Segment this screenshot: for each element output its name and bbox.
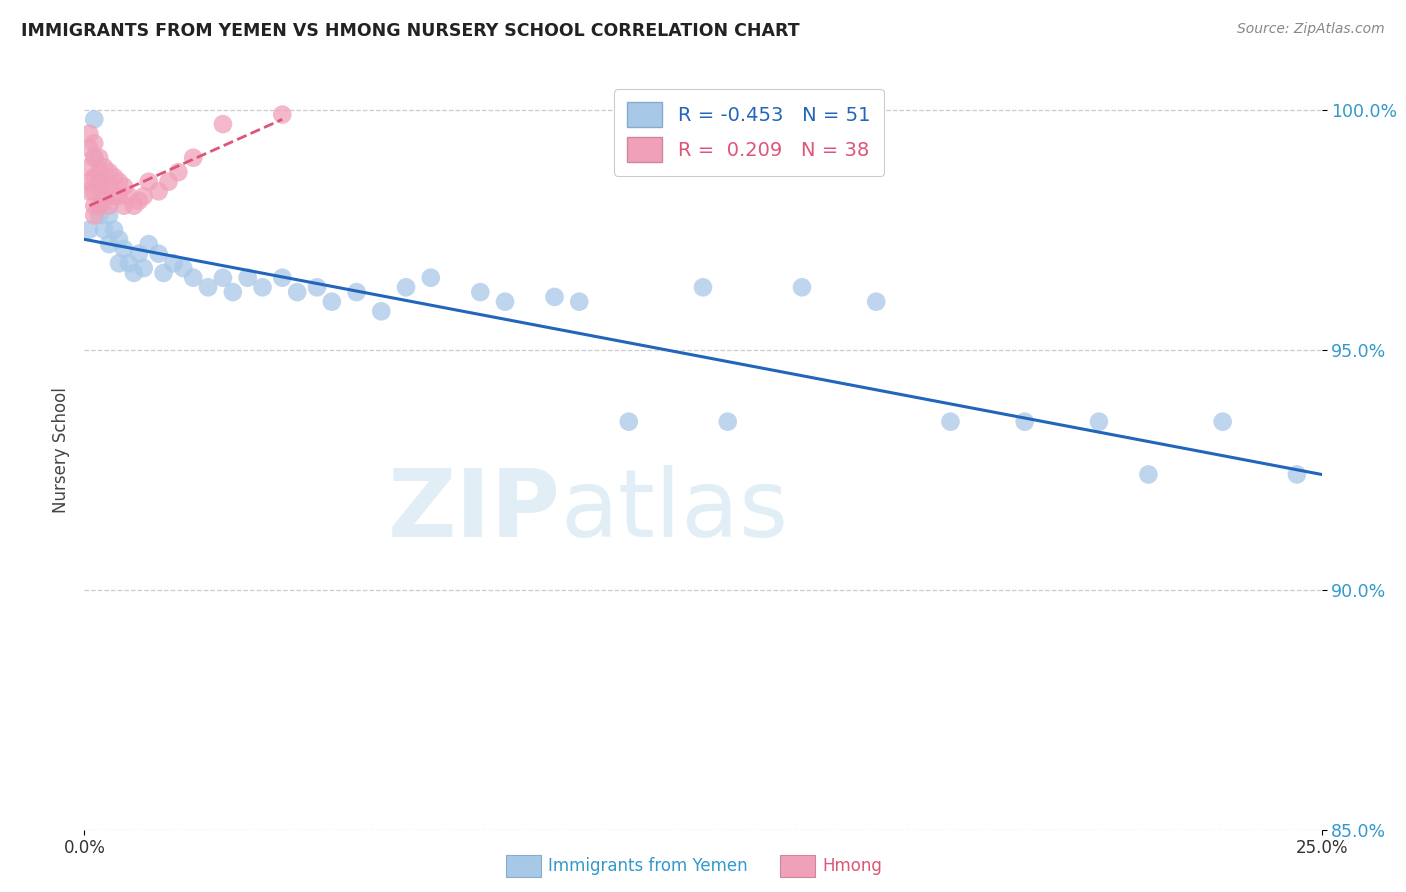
Point — [103, 189, 125, 203]
Point — [122, 266, 145, 280]
Point — [93, 223, 115, 237]
Point — [98, 179, 121, 194]
Point — [543, 290, 565, 304]
Point — [148, 184, 170, 198]
Point — [346, 285, 368, 299]
Point — [108, 175, 131, 189]
Point — [370, 304, 392, 318]
Point — [617, 415, 640, 429]
Point — [271, 107, 294, 121]
Point — [148, 246, 170, 260]
Text: IMMIGRANTS FROM YEMEN VS HMONG NURSERY SCHOOL CORRELATION CHART: IMMIGRANTS FROM YEMEN VS HMONG NURSERY S… — [21, 22, 800, 40]
Point — [79, 223, 101, 237]
Point — [494, 294, 516, 309]
Point — [236, 270, 259, 285]
Point — [138, 175, 160, 189]
Point — [83, 112, 105, 127]
Point — [108, 189, 131, 203]
Point — [157, 175, 180, 189]
Text: Source: ZipAtlas.com: Source: ZipAtlas.com — [1237, 22, 1385, 37]
Point — [1014, 415, 1036, 429]
Point — [128, 194, 150, 208]
Point — [1137, 467, 1160, 482]
Point — [112, 199, 135, 213]
Point — [103, 223, 125, 237]
Point — [83, 184, 105, 198]
Point — [285, 285, 308, 299]
Point — [89, 151, 111, 165]
Point — [717, 415, 740, 429]
Point — [108, 256, 131, 270]
Point — [112, 179, 135, 194]
Point — [1285, 467, 1308, 482]
Point — [83, 208, 105, 222]
Point — [98, 208, 121, 222]
Point — [103, 169, 125, 184]
Point — [132, 189, 155, 203]
Point — [271, 270, 294, 285]
Point — [1212, 415, 1234, 429]
Point — [98, 237, 121, 252]
Point — [1088, 415, 1111, 429]
Text: Immigrants from Yemen: Immigrants from Yemen — [548, 857, 748, 875]
Point — [305, 280, 328, 294]
Point — [79, 127, 101, 141]
Y-axis label: Nursery School: Nursery School — [52, 387, 70, 514]
Point — [83, 151, 105, 165]
Point — [108, 232, 131, 246]
Point — [89, 199, 111, 213]
Point — [172, 261, 194, 276]
Point — [79, 175, 101, 189]
Point — [89, 165, 111, 179]
Text: ZIP: ZIP — [388, 465, 561, 558]
Point — [79, 184, 101, 198]
Point — [89, 208, 111, 222]
Point — [93, 161, 115, 175]
Point — [118, 256, 141, 270]
Point — [93, 189, 115, 203]
Point — [83, 169, 105, 184]
Point — [89, 179, 111, 194]
Point — [197, 280, 219, 294]
Point — [138, 237, 160, 252]
Point — [152, 266, 174, 280]
Point — [93, 175, 115, 189]
Point — [128, 246, 150, 260]
Point — [162, 256, 184, 270]
Point — [122, 199, 145, 213]
Point — [89, 175, 111, 189]
Text: atlas: atlas — [561, 465, 789, 558]
Point — [939, 415, 962, 429]
Point — [865, 294, 887, 309]
Point — [252, 280, 274, 294]
Text: Hmong: Hmong — [823, 857, 883, 875]
Point — [98, 199, 121, 213]
Point — [79, 141, 101, 155]
Point — [395, 280, 418, 294]
Point — [568, 294, 591, 309]
Point — [212, 117, 235, 131]
Point — [112, 242, 135, 256]
Point — [321, 294, 343, 309]
Point — [181, 151, 204, 165]
Point — [118, 189, 141, 203]
Point — [692, 280, 714, 294]
Legend: R = -0.453   N = 51, R =  0.209   N = 38: R = -0.453 N = 51, R = 0.209 N = 38 — [614, 88, 884, 176]
Point — [790, 280, 813, 294]
Point — [83, 136, 105, 151]
Point — [79, 161, 101, 175]
Point — [83, 199, 105, 213]
Point — [470, 285, 492, 299]
Point — [212, 270, 235, 285]
Point — [132, 261, 155, 276]
Point — [222, 285, 245, 299]
Point — [93, 194, 115, 208]
Point — [98, 165, 121, 179]
Point — [181, 270, 204, 285]
Point — [419, 270, 441, 285]
Point — [83, 151, 105, 165]
Point — [167, 165, 190, 179]
